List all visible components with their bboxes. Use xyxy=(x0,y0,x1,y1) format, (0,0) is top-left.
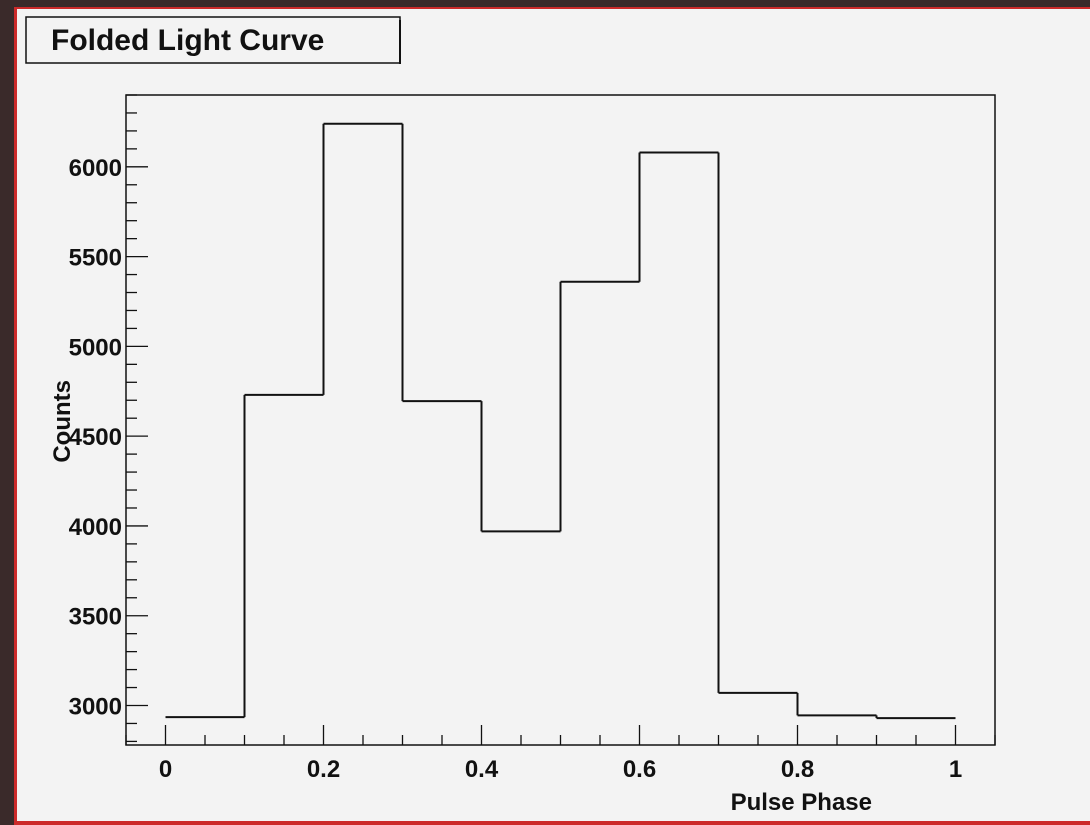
x-tick-label: 0.4 xyxy=(465,756,499,783)
y-tick-label: 3500 xyxy=(69,604,122,631)
y-tick-label: 4500 xyxy=(69,424,122,451)
x-axis-tick-labels: 0 0.2 0.4 0.6 0.8 1 xyxy=(159,756,962,783)
x-axis-ticks xyxy=(125,725,996,745)
y-tick-label: 3000 xyxy=(69,693,122,720)
x-axis-title: Pulse Phase xyxy=(731,789,872,816)
title-box-frame xyxy=(25,16,401,64)
histogram-series xyxy=(165,122,956,720)
canvas-border-left-dark xyxy=(0,0,14,825)
title-box: Folded Light Curve xyxy=(25,16,401,64)
y-axis-tick-labels: 3000 3500 4000 4500 5000 5500 6000 xyxy=(69,155,122,721)
y-tick-label: 5000 xyxy=(69,334,122,361)
x-tick-label: 0.6 xyxy=(623,756,656,783)
y-axis-ticks xyxy=(126,94,148,743)
x-tick-label: 0.8 xyxy=(781,756,814,783)
y-tick-label: 4000 xyxy=(69,514,122,541)
y-axis-title: Counts xyxy=(49,380,76,463)
canvas-border-top xyxy=(0,0,1090,7)
chart-title: Folded Light Curve xyxy=(51,24,324,57)
x-tick-label: 1 xyxy=(949,756,962,783)
x-tick-label: 0 xyxy=(159,756,172,783)
y-tick-label: 6000 xyxy=(69,155,122,182)
x-tick-label: 0.2 xyxy=(307,756,340,783)
canvas-border-bottom-red xyxy=(14,821,1090,825)
canvas-border-top-red xyxy=(14,7,1090,9)
canvas-border-left-red xyxy=(14,7,17,825)
y-tick-label: 5500 xyxy=(69,245,122,272)
